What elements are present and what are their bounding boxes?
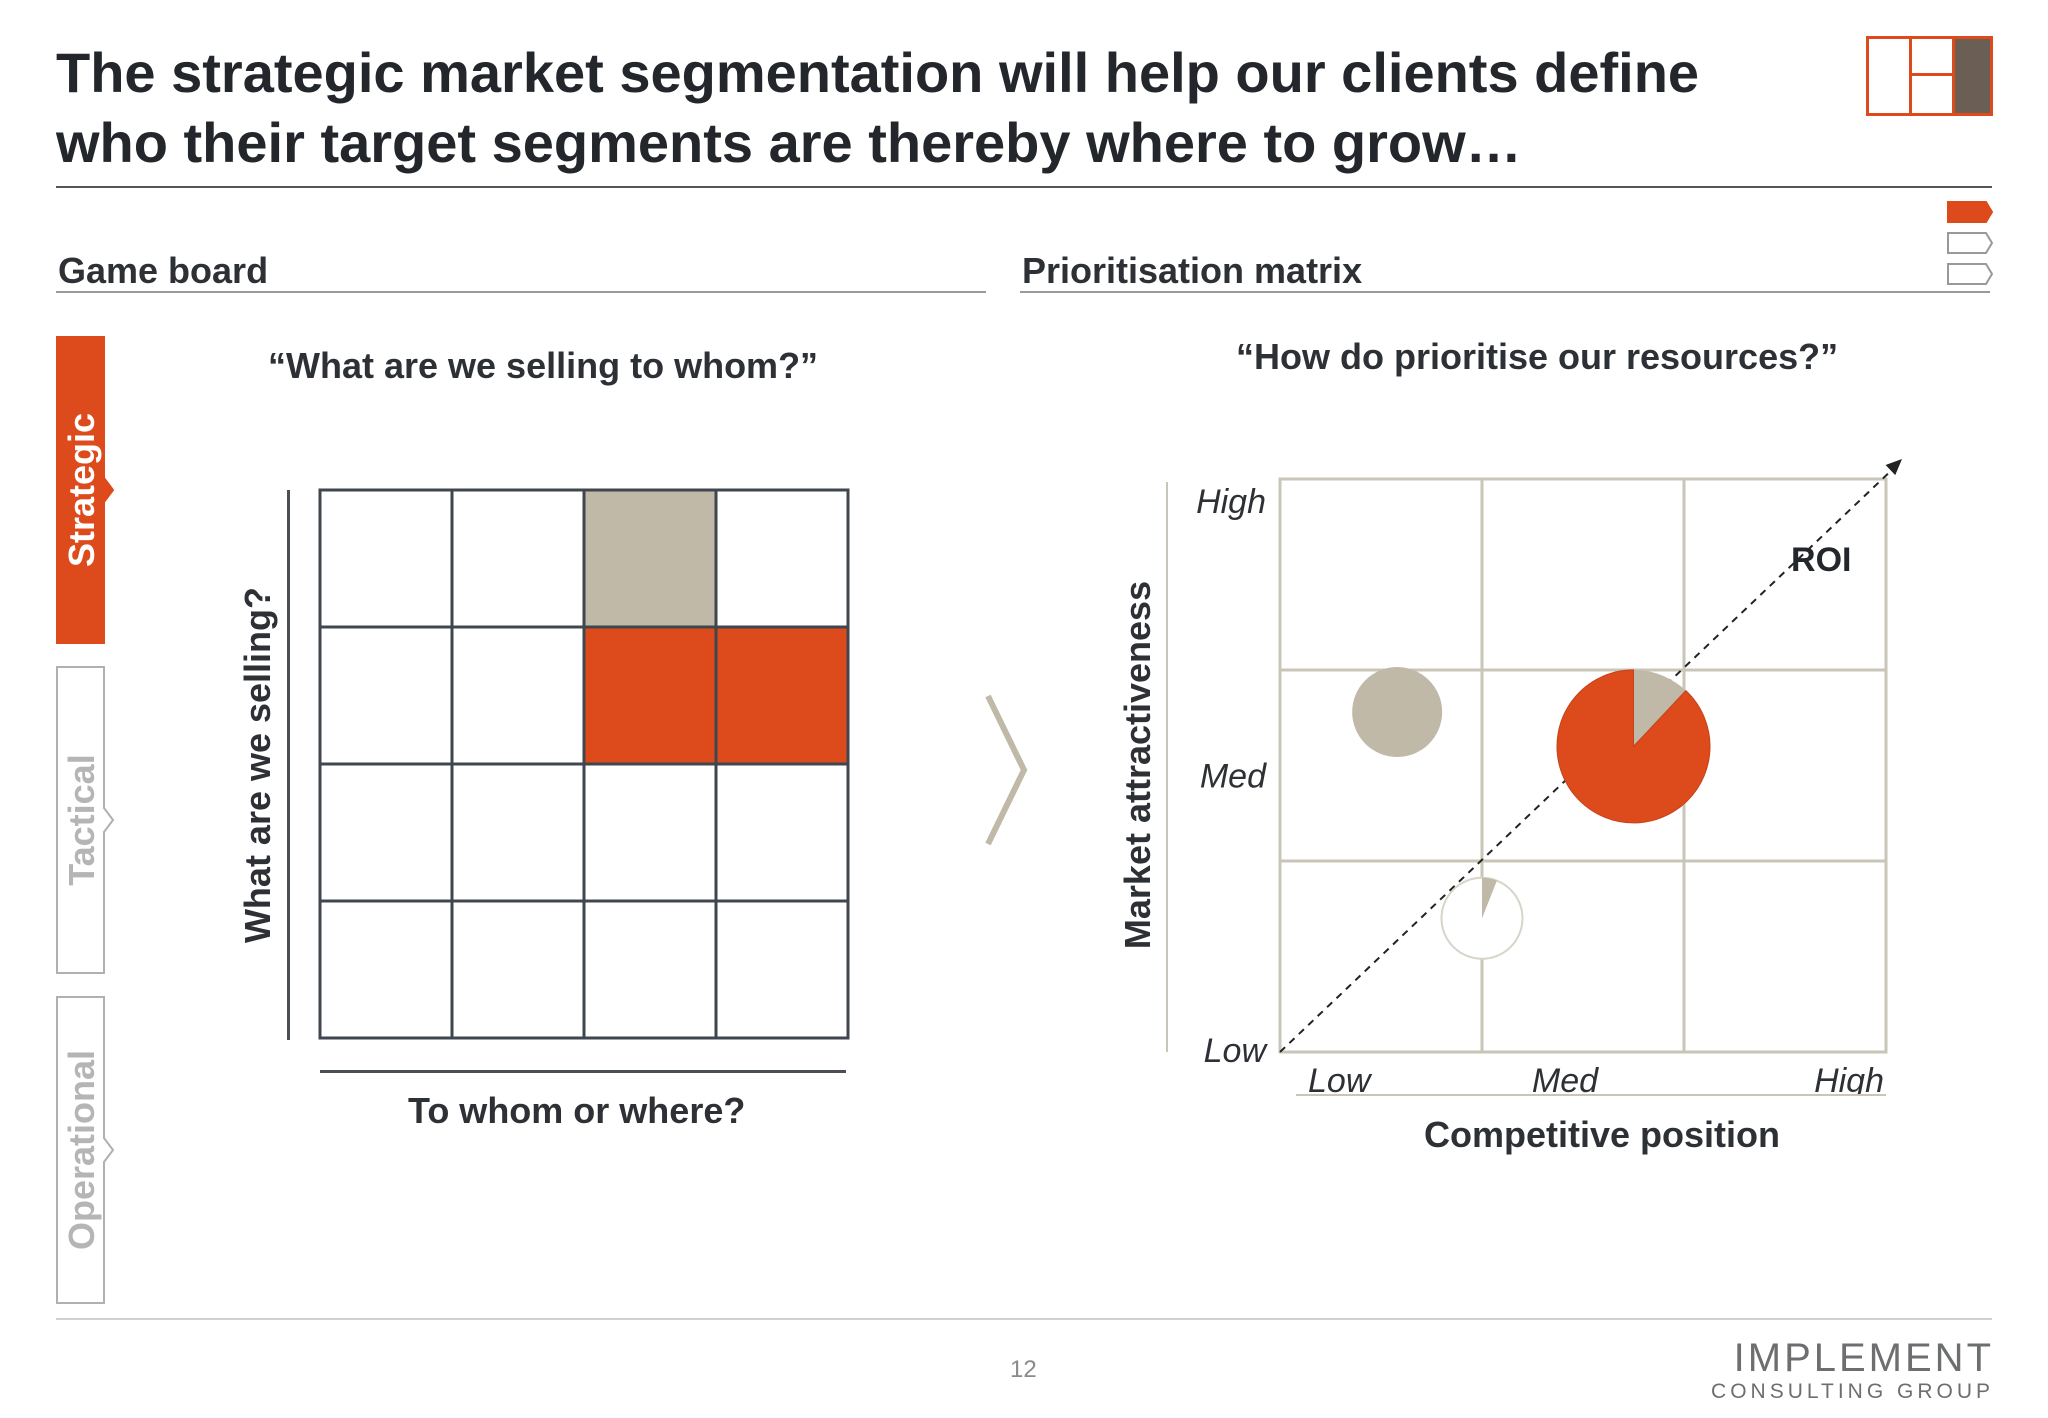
large-pie-bubble — [1556, 669, 1711, 824]
game-board-y-axis-label: What are we selling? — [237, 586, 278, 944]
tab-operational-label: Operational — [61, 1049, 102, 1251]
prioritisation-matrix-question: “How do prioritise our resources?” — [1236, 336, 1839, 377]
page-title: The strategic market segmentation will h… — [56, 38, 1816, 178]
matrix-x-tick-med: Med — [1532, 1062, 1599, 1096]
game-board-question: “What are we selling to whom?” — [268, 345, 819, 386]
footer-divider — [56, 1318, 1992, 1320]
tab-strategic[interactable]: Strategic — [56, 336, 114, 644]
matrix-cell-r1-c3 — [1682, 477, 1888, 672]
progress-step-2-icon — [1947, 232, 1994, 254]
matrix-y-axis-line — [1166, 482, 1168, 1052]
matrix-y-tick-low: Low — [1204, 1032, 1269, 1070]
game-board-cell-r1-c3 — [582, 488, 718, 629]
matrix-x-tick-low: Low — [1308, 1062, 1373, 1096]
game-board-cell-r1-c2 — [450, 488, 586, 629]
matrix-y-axis-label: Market attractiveness — [1117, 580, 1158, 950]
tab-strategic-shape — [56, 336, 114, 644]
game-board-y-axis-label-anchor: What are we selling? — [237, 587, 278, 943]
prioritisation-matrix-title: Prioritisation matrix — [1022, 250, 1363, 291]
prioritisation-matrix-chart: High Med Low Low Med High ROI — [1196, 459, 1902, 1096]
game-board-title: Game board — [58, 250, 269, 291]
game-board-cell-r2-c1 — [318, 625, 454, 766]
game-board-cell-r3-c2 — [450, 762, 586, 903]
tab-tactical-shape — [56, 666, 114, 974]
roi-label: ROI — [1791, 541, 1851, 579]
matrix-y-tick-high: High — [1196, 483, 1266, 521]
game-board-cell-r2-c4 — [714, 625, 850, 766]
page-title-line-2: who their target segments are thereby wh… — [56, 111, 1522, 174]
game-board-x-axis-label: To whom or where? — [408, 1090, 746, 1131]
progress-step-1-icon — [1947, 201, 1994, 223]
game-board-cell-r3-c4 — [714, 762, 850, 903]
tab-strategic-label: Strategic — [61, 412, 102, 568]
matrix-cell-r1-c1 — [1278, 477, 1484, 672]
game-board-cell-r4-c4 — [714, 899, 850, 1040]
tab-operational-shape — [56, 996, 114, 1304]
prioritisation-matrix-title-rule — [1020, 291, 1990, 293]
matrix-y-axis-label-anchor: Market attractiveness — [1117, 581, 1158, 949]
matrix-cell-r2-c3 — [1682, 668, 1888, 863]
matrix-y-tick-med: Med — [1200, 758, 1267, 796]
game-board-cell-r3-c1 — [318, 762, 454, 903]
page-title-line-1: The strategic market segmentation will h… — [56, 41, 1700, 104]
game-board-cell-r1-c1 — [318, 488, 454, 629]
small-pie-bubble-slice — [1482, 877, 1497, 919]
game-board-cell-r4-c1 — [318, 899, 454, 1040]
tab-tactical[interactable]: Tactical — [56, 666, 114, 974]
brand-subtitle: CONSULTING GROUP — [1711, 1380, 1994, 1403]
matrix-cell-r1-c2 — [1480, 477, 1686, 672]
game-board-cell-r4-c2 — [450, 899, 586, 1040]
matrix-x-axis-label: Competitive position — [1424, 1114, 1781, 1155]
brand-logo-mark — [1866, 36, 1993, 116]
roi-arrow-head-icon — [1885, 459, 1902, 476]
brand-name: IMPLEMENT — [1733, 1336, 1994, 1380]
page-number: 12 — [1010, 1356, 1037, 1383]
title-divider — [56, 186, 1992, 188]
chevron-right-icon — [985, 694, 1028, 846]
slide-progress-indicator[interactable] — [1946, 200, 1996, 290]
game-board-x-axis-line — [320, 1070, 846, 1073]
game-board-grid — [318, 488, 850, 1040]
beige-bubble — [1352, 667, 1443, 758]
matrix-x-axis-line — [1296, 1094, 1886, 1096]
game-board-cell-r2-c3 — [582, 625, 718, 766]
brand-logo: IMPLEMENT CONSULTING GROUP — [1700, 1338, 1994, 1406]
game-board-cell-r4-c3 — [582, 899, 718, 1040]
game-board-title-rule — [56, 291, 986, 293]
game-board-cell-r2-c2 — [450, 625, 586, 766]
beige-bubble-disc — [1352, 667, 1443, 758]
small-pie-bubble — [1440, 876, 1524, 960]
game-board-cell-r1-c4 — [714, 488, 850, 629]
game-board-y-axis-line — [287, 490, 290, 1040]
large-pie-bubble-slice — [1556, 669, 1711, 824]
tab-tactical-label: Tactical — [61, 754, 102, 886]
game-board-cell-r3-c3 — [582, 762, 718, 903]
progress-step-3-icon — [1947, 263, 1994, 285]
matrix-x-tick-high: High — [1814, 1062, 1884, 1096]
tab-operational[interactable]: Operational — [56, 996, 114, 1304]
roi-arrow-line — [1279, 465, 1897, 1053]
matrix-cell-r3-c2 — [1480, 859, 1686, 1054]
matrix-cell-r3-c3 — [1682, 859, 1888, 1054]
